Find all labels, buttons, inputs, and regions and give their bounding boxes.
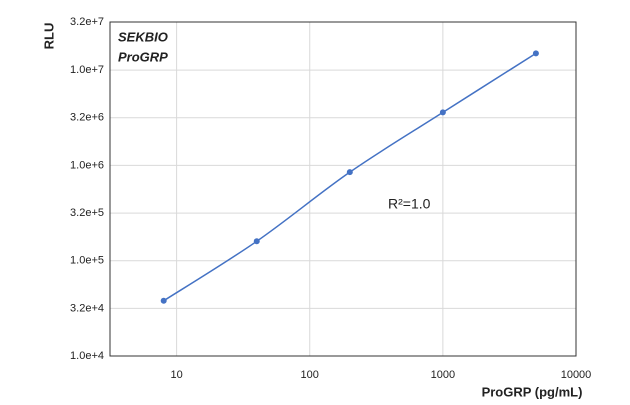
y-tick-label: 1.0e+7 — [70, 64, 104, 76]
x-tick-label: 100 — [301, 369, 319, 381]
annotation: ProGRP — [118, 49, 168, 64]
data-point — [160, 297, 167, 304]
y-tick-label: 1.0e+4 — [70, 350, 104, 362]
x-tick-label: 10000 — [561, 369, 592, 381]
x-tick-label: 10 — [170, 369, 182, 381]
y-tick-label: 1.0e+5 — [70, 255, 104, 267]
data-point — [532, 50, 539, 57]
data-point — [346, 169, 353, 176]
y-tick-label: 1.0e+6 — [70, 159, 104, 171]
annotation: R²=1.0 — [388, 196, 431, 212]
y-axis-label: RLU — [41, 23, 56, 50]
y-tick-label: 3.2e+4 — [70, 302, 104, 314]
y-tick-label: 3.2e+6 — [70, 112, 104, 124]
annotation: SEKBIO — [118, 29, 168, 44]
y-tick-label: 3.2e+5 — [70, 207, 104, 219]
data-point — [253, 238, 260, 245]
x-axis-label: ProGRP (pg/mL) — [482, 384, 583, 399]
plot-frame — [109, 21, 577, 357]
x-tick-label: 1000 — [431, 369, 455, 381]
data-point — [439, 109, 446, 116]
y-tick-label: 3.2e+7 — [70, 16, 104, 28]
fit-line — [163, 52, 537, 302]
